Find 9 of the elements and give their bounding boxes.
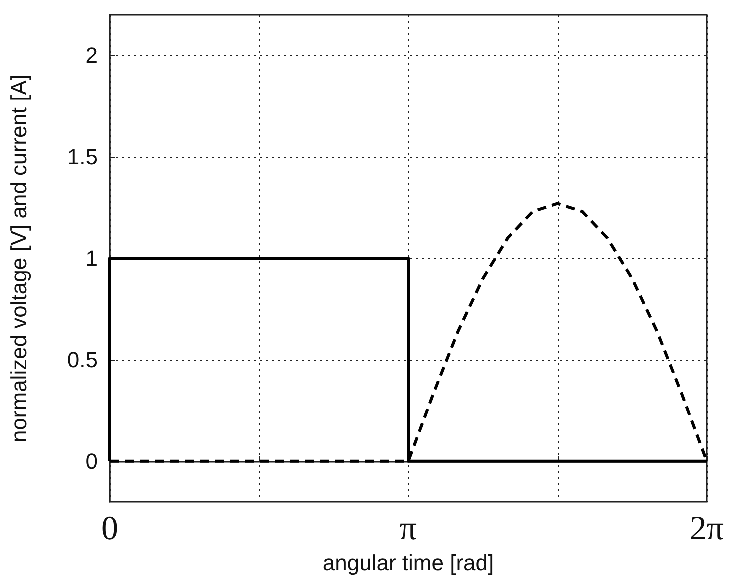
y-tick-label: 2 <box>86 43 98 68</box>
x-axis-title: angular time [rad] <box>322 550 494 576</box>
y-tick-label: 1.5 <box>67 144 98 170</box>
y-axis-title: normalized voltage [V] and current [A] <box>6 74 32 443</box>
x-tick-label: π <box>400 510 418 548</box>
y-tick-label: 0.5 <box>67 347 98 372</box>
y-tick-label: 0 <box>86 448 98 474</box>
y-tick-label: 1 <box>86 246 98 271</box>
x-tick-label: 2π <box>690 510 724 548</box>
